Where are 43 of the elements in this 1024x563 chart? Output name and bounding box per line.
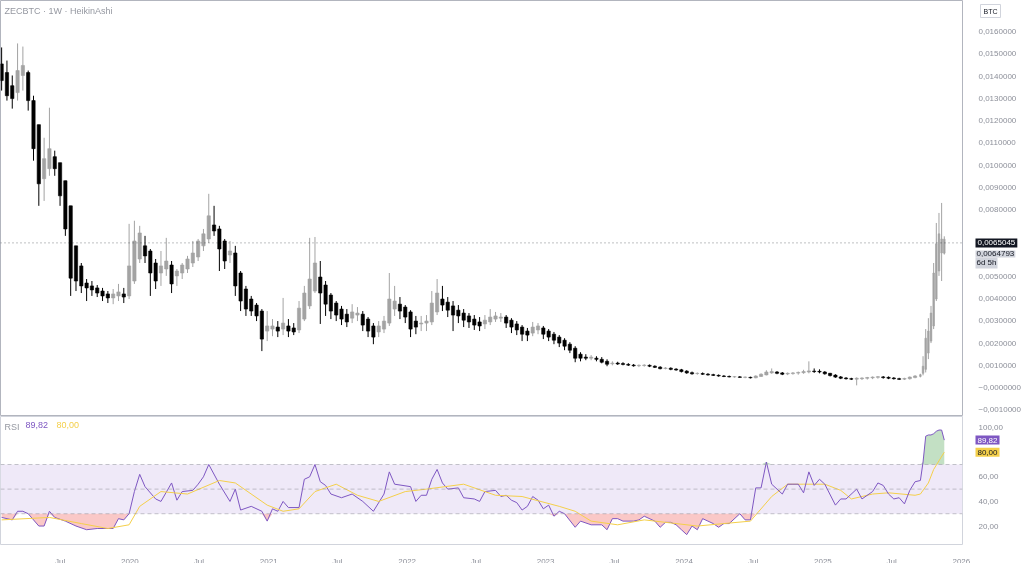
x-tick-label: 2023 <box>536 556 556 563</box>
x-tick-label: 2025 <box>814 556 833 563</box>
x-tick-label: 2022 <box>398 556 417 563</box>
y-tick-label: 100,00 <box>978 423 1004 433</box>
y-tick-label: 0,0160000 <box>978 27 1017 37</box>
x-tick-label: Jul <box>886 556 897 563</box>
x-tick-label: Jul <box>332 556 343 563</box>
y-tick-label: 0,0100000 <box>978 160 1017 170</box>
y-tick-label: 0,0140000 <box>978 71 1017 81</box>
y-tick-label: −0,0000000 <box>978 383 1022 393</box>
text: 6d 5h <box>976 258 997 268</box>
y-tick-label: 0,0010000 <box>978 360 1017 370</box>
y-tick-label: 0,0030000 <box>978 316 1017 326</box>
x-tick-label: Jul <box>747 556 759 563</box>
y-tick-label: 0,0080000 <box>978 205 1017 215</box>
annotation: 80,00 <box>56 419 80 430</box>
y-tick-label: 0,0110000 <box>978 138 1017 148</box>
ref-line-label: 0,0065045 <box>977 238 1016 248</box>
annotation: 89,82 <box>25 419 49 430</box>
x-tick-label: Jul <box>470 556 482 563</box>
x-tick-label: Jul <box>193 556 205 563</box>
x-tick-label: 2026 <box>952 556 971 563</box>
y-tick-label: 60,00 <box>978 472 1000 482</box>
y-tick-label: 0,0120000 <box>978 116 1017 126</box>
text: 80,00 <box>977 447 998 457</box>
y-tick-label: 0,0050000 <box>978 271 1017 281</box>
x-tick-label: 2024 <box>675 556 694 563</box>
x-tick-label: Jul <box>609 556 620 563</box>
x-tick-label: Jul <box>54 556 66 563</box>
y-tick-label: 20,00 <box>978 521 1000 531</box>
text: 0,0064793 <box>976 249 1015 259</box>
y-tick-label: 0,0090000 <box>978 182 1017 192</box>
y-tick-label: 0,0040000 <box>978 294 1017 304</box>
text: ZECBTC · 1W · HeikinAshi <box>4 5 113 16</box>
y-tick-label: 0,0150000 <box>978 49 1017 59</box>
y-tick-label: −0,0010000 <box>978 405 1022 415</box>
text: 89,82 <box>977 435 998 445</box>
y-tick-label: 0,0130000 <box>978 93 1017 103</box>
y-tick-label: 40,00 <box>978 496 1000 506</box>
text: RSI <box>4 421 20 432</box>
x-tick-label: 2021 <box>259 556 279 563</box>
y-tick-label: 0,0020000 <box>978 338 1017 348</box>
x-tick-label: 2020 <box>120 556 140 563</box>
